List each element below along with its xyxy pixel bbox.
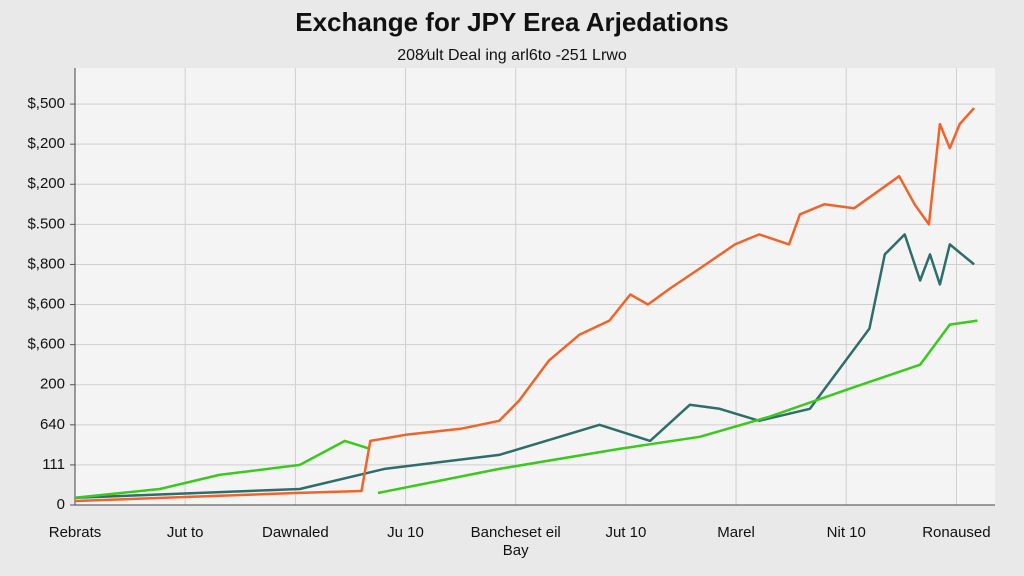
y-tick-label: 111	[42, 456, 65, 473]
x-tick-label: Ju 10	[387, 524, 424, 541]
x-tick-label: Nit 10	[826, 524, 866, 541]
chart-title: Exchange for JPY Erea Arjedations	[295, 7, 729, 37]
y-tick-label: $,600	[27, 296, 65, 313]
plot-area	[75, 68, 995, 505]
y-tick-label: 0	[57, 496, 65, 513]
line-series	[74, 233, 975, 500]
chart-subtitle: 208⁄ult Deal ing arl6to -251 Lrwo	[397, 47, 627, 64]
y-tick-label: $,200	[27, 135, 65, 152]
x-tick-label: Ronaused	[922, 524, 991, 541]
y-tick-label: $,600	[27, 336, 65, 353]
y-tick-label: 640	[40, 416, 65, 433]
x-tick-label: Jut 10	[605, 524, 647, 541]
y-tick-label: $,800	[27, 255, 65, 272]
x-tick-label: Dawnaled	[261, 524, 329, 541]
line-series	[74, 107, 976, 503]
x-tick-label: Bancheset eil Bay	[470, 524, 561, 559]
x-tick-label: Jut to	[166, 524, 204, 541]
y-tick-label: $,500	[27, 95, 65, 112]
y-tick-label: $.500	[27, 215, 65, 232]
y-tick-label: $,200	[27, 175, 65, 192]
x-tick-label: Marel	[717, 524, 755, 541]
line-series	[74, 319, 978, 500]
x-tick-label: Rebrats	[48, 524, 102, 541]
y-tick-label: 200	[40, 376, 65, 393]
